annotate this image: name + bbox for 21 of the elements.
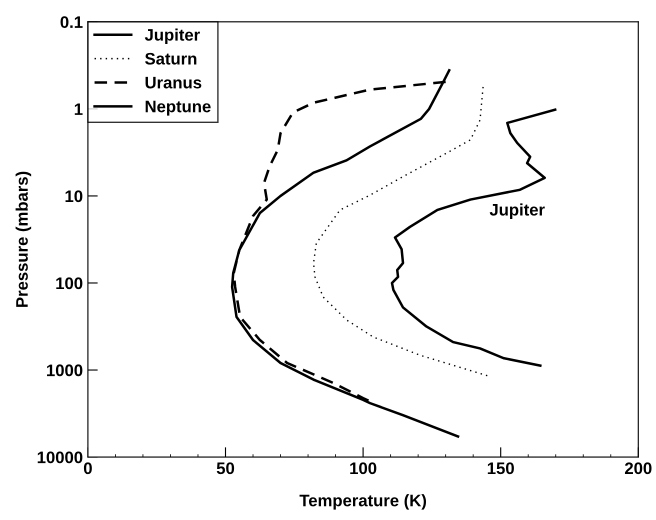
x-axis-title: Temperature (K) (300, 494, 426, 510)
x-tick-label: 100 (350, 462, 376, 474)
line-series (230, 69, 460, 438)
line-series (390, 108, 556, 367)
legend-label: Saturn (145, 52, 196, 65)
y-tick-label: 100 (56, 277, 82, 290)
y-tick-label: 0.1 (60, 16, 83, 28)
legend-label: Neptune (146, 100, 211, 116)
annotation: Jupiter (490, 203, 545, 219)
y-axis-title: Pressure (mbars) (16, 172, 32, 307)
y-tick-label: 10 (66, 190, 82, 202)
y-tick-label: 1 (74, 103, 83, 115)
x-tick-label: 200 (624, 462, 652, 474)
line-series (312, 86, 490, 377)
y-tick-label: 1000 (47, 364, 82, 376)
x-tick-label: 0 (84, 462, 92, 474)
x-tick-label: 50 (216, 462, 234, 474)
legend-label: Jupiter (144, 28, 200, 44)
legend-label: Uranus (146, 76, 202, 88)
x-tick-label: 150 (488, 462, 514, 474)
y-tick-label: 10000 (38, 451, 82, 464)
